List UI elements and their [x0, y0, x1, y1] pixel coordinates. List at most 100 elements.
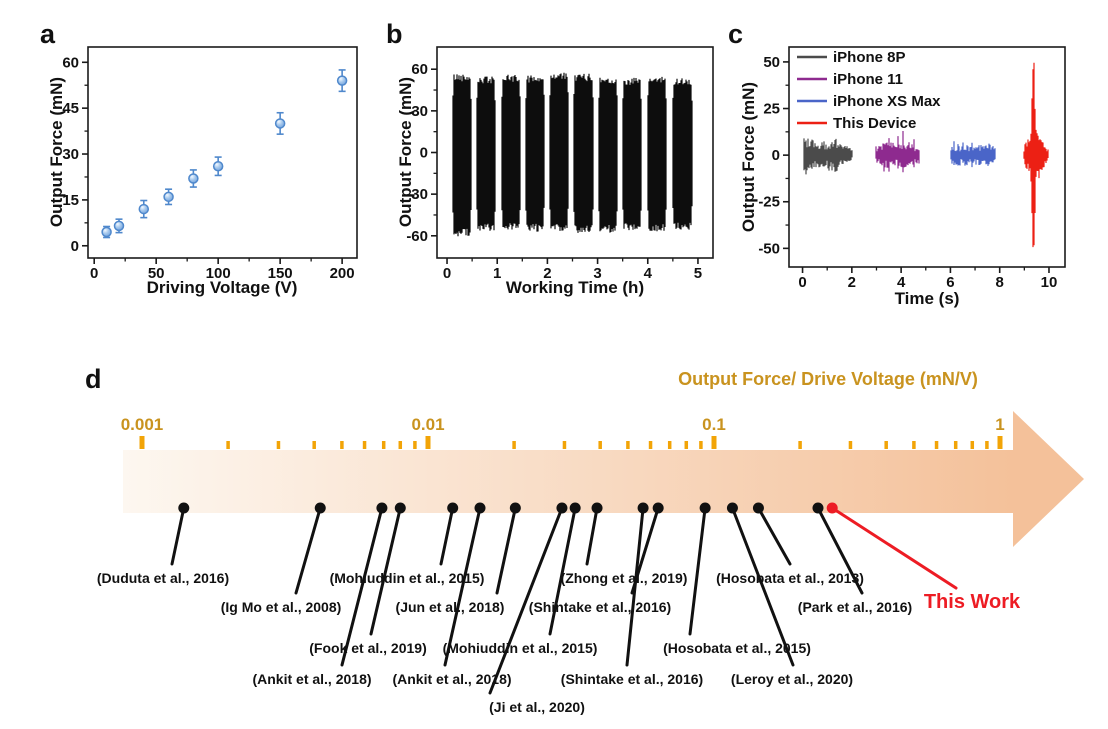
y-tick-label: -25	[758, 194, 780, 211]
panel-a-yaxis-title: Output Force (mN)	[47, 76, 66, 228]
citation-label: (Shintake et al., 2016)	[560, 671, 704, 687]
log-minor-tick	[848, 441, 853, 449]
log-minor-tick	[276, 441, 281, 449]
citation-label: (Park et al., 2016)	[797, 599, 913, 615]
log-minor-tick	[798, 441, 802, 449]
x-tick-label: 50	[148, 265, 165, 282]
citation-label: (Ankit et al., 2018)	[252, 671, 372, 687]
citation-dot	[569, 502, 581, 514]
citation-label: (Hosobata et al., 2013)	[716, 570, 864, 586]
citation-dot	[178, 502, 190, 514]
citation-leader-line	[369, 506, 402, 636]
y-tick-label: 0	[71, 238, 79, 255]
log-minor-tick	[562, 441, 567, 449]
citation-label: (Mohiuddin et al., 2015)	[329, 570, 485, 586]
x-tick-label: 0	[443, 265, 451, 282]
citation-leader-line	[816, 506, 864, 595]
log-minor-tick	[970, 441, 975, 449]
burst-waveform	[452, 72, 693, 237]
citation-leader-line	[730, 506, 795, 667]
citation-leader-line	[340, 506, 384, 667]
log-major-tick	[711, 436, 717, 449]
citation-label: (Ig Mo et al., 2008)	[220, 599, 342, 615]
scatter-marker	[101, 226, 112, 238]
legend-item: This Device	[797, 115, 916, 132]
y-tick-label: 30	[62, 146, 79, 163]
log-minor-tick	[934, 441, 939, 449]
y-tick-label: 30	[411, 103, 428, 120]
panel-a-xaxis-title: Driving Voltage (V)	[146, 278, 298, 297]
waveform-iphone-xs-max	[950, 141, 996, 168]
x-tick-label: 0	[798, 274, 806, 291]
log-minor-tick	[953, 441, 958, 449]
log-minor-tick	[312, 441, 316, 449]
citation-dot	[376, 502, 388, 514]
log-minor-tick	[362, 441, 367, 449]
y-tick-label: 25	[763, 101, 780, 118]
log-minor-tick	[684, 441, 689, 449]
citation-leader-line	[439, 506, 455, 566]
waveform-iphone-8p	[803, 138, 853, 175]
data-point-group	[188, 169, 199, 188]
waveform-this-device	[1023, 62, 1049, 248]
y-tick-label: 0	[772, 147, 780, 164]
this-work-dot	[826, 502, 838, 514]
citation-label: (Hosobata et al., 2015)	[663, 640, 811, 656]
legend-item: iPhone 11	[797, 71, 903, 88]
citation-dot	[394, 502, 406, 514]
y-tick-label: -50	[758, 240, 780, 257]
citation-dot	[699, 502, 711, 514]
citation-dot	[591, 502, 603, 514]
legend-label: iPhone XS Max	[833, 93, 941, 110]
citation-label: (Zhong et al., 2019)	[560, 570, 688, 586]
x-tick-label: 3	[593, 265, 601, 282]
x-tick-label: 200	[330, 265, 355, 282]
y-tick-label: 15	[62, 192, 79, 209]
log-minor-tick	[512, 441, 516, 449]
this-work-leader-line	[830, 506, 958, 590]
x-tick-label: 8	[996, 274, 1004, 291]
panel-b-yaxis-title: Output Force (mN)	[396, 76, 415, 228]
log-major-tick	[425, 436, 431, 449]
log-minor-tick	[226, 441, 230, 449]
data-point-group	[101, 225, 112, 239]
x-tick-label: 100	[206, 265, 231, 282]
citation-dot	[447, 502, 459, 514]
waveform-iphone-11	[875, 131, 920, 173]
citation-leader-line	[443, 506, 482, 667]
log-minor-tick	[413, 441, 417, 449]
log-minor-tick	[912, 441, 916, 449]
citation-dot	[812, 502, 824, 514]
data-point-group	[212, 156, 224, 177]
citation-leader-line	[630, 506, 660, 595]
x-tick-label: 10	[1041, 274, 1058, 291]
citation-dot	[752, 502, 764, 514]
citation-dot	[314, 502, 326, 514]
x-tick-label: 4	[644, 265, 653, 282]
this-work-label: This Work	[923, 591, 1021, 613]
citation-leader-line	[170, 506, 186, 566]
y-tick-label: 45	[62, 100, 79, 117]
citation-leader-line	[548, 506, 577, 636]
data-point-group	[113, 218, 125, 234]
citation-leader-line	[585, 506, 599, 566]
x-tick-label: 5	[694, 265, 702, 282]
log-minor-tick	[398, 441, 403, 449]
x-tick-label: 6	[946, 274, 954, 291]
x-tick-label: 1	[493, 265, 501, 282]
citation-label: (Fook et al., 2019)	[309, 640, 427, 656]
arrow-body	[123, 450, 1013, 513]
y-tick-label: 0	[420, 145, 428, 162]
legend-label: This Device	[833, 115, 916, 132]
legend-label: iPhone 8P	[833, 49, 906, 66]
plot-box	[87, 46, 358, 259]
citation-label: (Leroy et al., 2020)	[730, 671, 854, 687]
log-minor-tick	[667, 441, 672, 449]
scatter-marker	[188, 173, 199, 184]
citation-dot	[474, 502, 486, 514]
log-minor-tick	[884, 441, 888, 449]
plot-box	[788, 46, 1066, 268]
citation-dot	[637, 502, 649, 514]
citation-label: (Duduta et al., 2016)	[96, 570, 230, 586]
